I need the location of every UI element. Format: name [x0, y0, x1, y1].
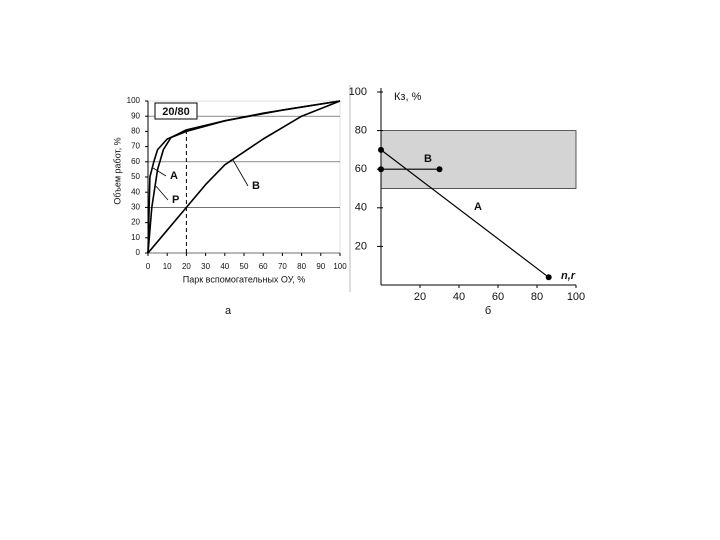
series-label: А [474, 201, 482, 213]
x-tick-label: 10 [163, 262, 172, 271]
y-tick-label: 90 [131, 111, 140, 120]
y-tick-label: 100 [127, 96, 141, 105]
caption: б [485, 305, 491, 317]
y-tick-label: 100 [349, 86, 367, 98]
y-tick-label: 20 [355, 240, 367, 252]
annotation: 20/80 [162, 106, 190, 118]
x-tick-label: 40 [220, 262, 229, 271]
x-tick-label: 90 [316, 262, 325, 271]
y-tick-label: 10 [131, 233, 140, 242]
x-tick-label: 100 [333, 262, 347, 271]
series-line [147, 100, 341, 254]
x-tick-label: 100 [567, 291, 585, 303]
x-tick-label: 80 [531, 291, 543, 303]
y-tick-label: 30 [131, 203, 140, 212]
y-axis-title: Объем работ, % [112, 137, 122, 204]
y-tick-label: 80 [355, 125, 367, 137]
y-tick-label: 70 [131, 142, 140, 151]
point [378, 146, 384, 153]
label-leader [154, 184, 169, 201]
x-tick-label: 50 [240, 262, 249, 271]
x-axis-title: Парк вспомогательных ОУ, % [183, 274, 306, 284]
annotation-box [154, 102, 198, 120]
x-tick-label: 60 [259, 262, 268, 271]
series-label: В [252, 180, 260, 192]
series-line [380, 149, 550, 278]
point [436, 166, 443, 173]
y-tick-label: 50 [131, 172, 140, 181]
y-axis-title: Кз, % [394, 91, 422, 103]
x-tick-label: 0 [146, 262, 151, 271]
series-line [147, 100, 341, 254]
y-tick-label: 0 [136, 248, 141, 257]
y-tick-label: 40 [131, 187, 140, 196]
x-tick-label: 20 [414, 291, 426, 303]
point [378, 166, 384, 173]
caption: а [225, 305, 232, 317]
x-tick-label: 40 [453, 291, 465, 303]
y-tick-label: 40 [355, 202, 367, 214]
x-tick-label: 70 [278, 262, 287, 271]
x-tick-label: 80 [297, 262, 306, 271]
series-label: В [424, 153, 432, 165]
x-tick-label: 60 [492, 291, 504, 303]
series-label: Р [172, 194, 179, 206]
label-leader [152, 167, 167, 177]
x-axis-title: n,r [561, 270, 576, 282]
series-label: А [170, 170, 178, 182]
y-tick-label: 80 [131, 127, 140, 136]
label-leader [232, 159, 249, 187]
x-tick-label: 20 [182, 262, 191, 271]
x-tick-label: 30 [201, 262, 210, 271]
y-tick-label: 20 [131, 218, 140, 227]
y-tick-label: 60 [355, 163, 367, 175]
point [545, 274, 552, 281]
shaded-band [380, 130, 577, 189]
y-tick-label: 60 [131, 157, 140, 166]
